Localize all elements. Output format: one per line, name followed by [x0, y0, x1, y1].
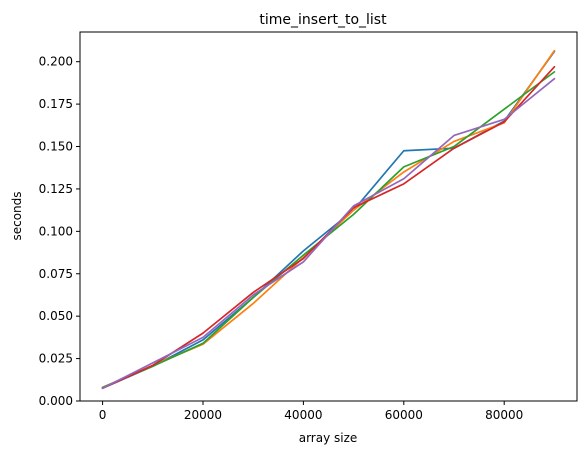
y-tick-label: 0.075: [39, 267, 73, 281]
y-tick-label: 0.000: [39, 394, 73, 408]
x-tick-label: 20000: [184, 408, 222, 422]
y-tick-label: 0.100: [39, 224, 73, 238]
y-tick-label: 0.175: [39, 97, 73, 111]
x-tick-label: 40000: [284, 408, 322, 422]
y-tick-label: 0.025: [39, 352, 73, 366]
y-tick-label: 0.150: [39, 140, 73, 154]
x-tick-label: 60000: [385, 408, 423, 422]
y-axis-label: seconds: [10, 191, 24, 240]
x-tick-label: 80000: [485, 408, 523, 422]
chart-title: time_insert_to_list: [259, 12, 387, 28]
y-tick-label: 0.050: [39, 309, 73, 323]
x-tick-label: 0: [99, 408, 107, 422]
x-axis-label: array size: [299, 431, 358, 445]
y-tick-label: 0.125: [39, 182, 73, 196]
y-tick-label: 0.200: [39, 55, 73, 69]
